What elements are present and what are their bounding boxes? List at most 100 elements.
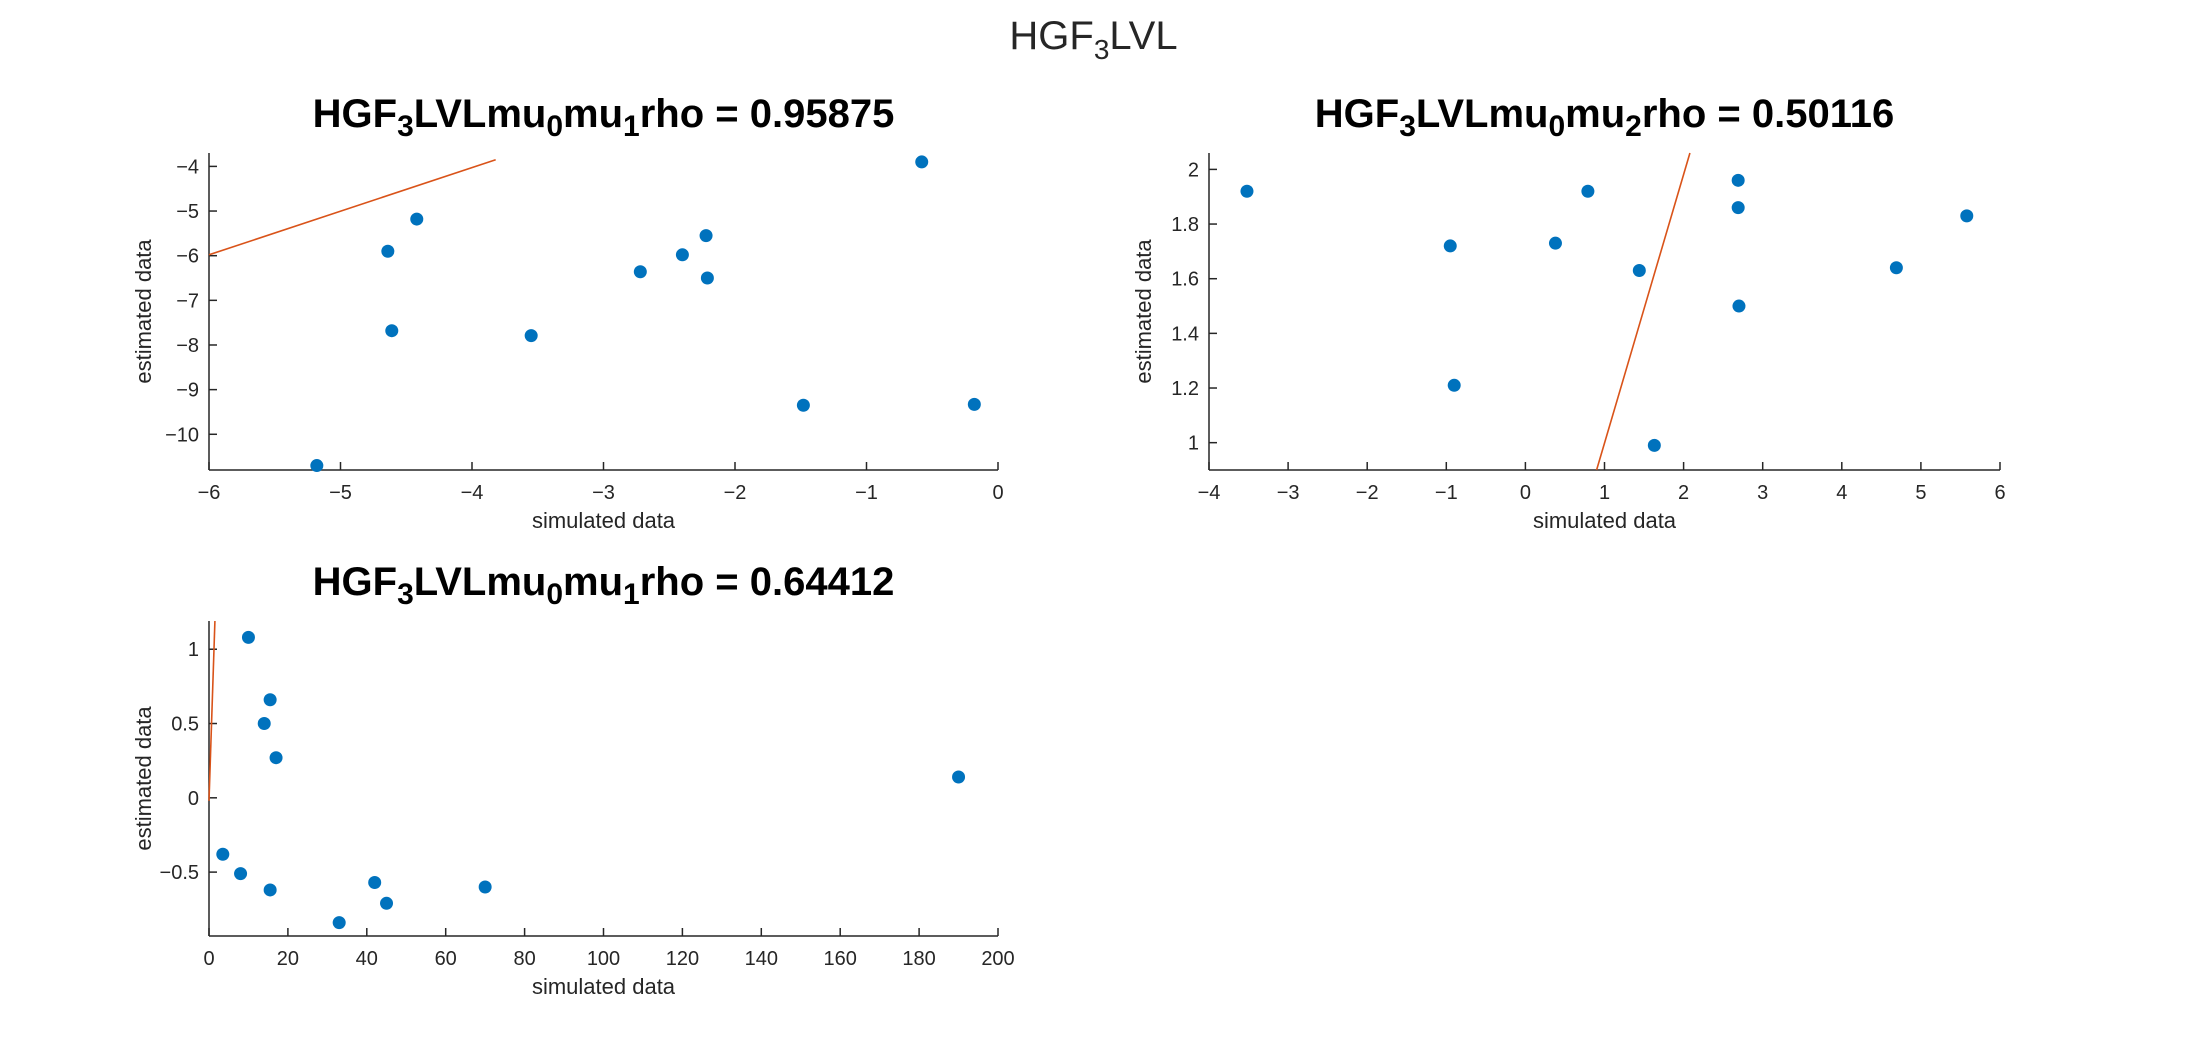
data-point [241,630,255,644]
fit-line [208,620,216,801]
y-tick-label: −5 [176,201,199,223]
data-point [310,459,324,473]
data-point [1960,209,1974,223]
x-tick-label: 0 [203,948,214,970]
data-point [368,876,382,890]
y-tick-label: −4 [176,156,199,178]
data-point [385,324,399,338]
x-tick-label: 180 [902,948,935,970]
data-point [216,847,230,861]
x-tick-label: 80 [513,948,535,970]
x-tick-label: 5 [1915,482,1926,504]
data-point [796,398,810,412]
x-tick-label: −4 [1198,482,1221,504]
data-point [263,693,277,707]
y-tick-label: −7 [176,290,199,312]
data-point [478,880,492,894]
x-tick-label: 0 [992,482,1003,504]
data-point [410,212,424,226]
subplot-title: HGF3LVLmu0mu1rho = 0.64412 [313,560,895,611]
data-point [1732,299,1746,313]
data-point [700,271,714,285]
data-point [257,717,271,731]
x-tick-label: −3 [592,482,615,504]
data-point [524,329,538,343]
data-point [1731,201,1745,215]
x-tick-label: 6 [1994,482,2005,504]
x-axis-label: simulated data [532,974,676,999]
y-axis-label: estimated data [1131,239,1156,384]
y-tick-label: 2 [1188,159,1199,181]
data-point [1240,184,1254,198]
data-point [1889,261,1903,275]
data-point [952,770,966,784]
data-point [263,883,277,897]
data-point [915,155,929,169]
x-tick-label: 60 [435,948,457,970]
x-tick-label: −2 [1356,482,1379,504]
x-axis-label: simulated data [1533,508,1677,533]
y-tick-label: 1 [188,639,199,661]
x-tick-label: 20 [277,948,299,970]
x-axis-label: simulated data [532,508,676,533]
x-tick-label: −3 [1277,482,1300,504]
y-tick-label: −0.5 [160,862,199,884]
y-tick-label: 1.2 [1171,378,1199,400]
data-point [381,244,395,258]
data-point [380,896,394,910]
y-tick-label: 1 [1188,433,1199,455]
y-tick-label: −10 [165,424,199,446]
data-point [1548,236,1562,250]
x-tick-label: −1 [855,482,878,504]
x-tick-label: −5 [329,482,352,504]
data-point [332,916,346,930]
data-point [1647,438,1661,452]
data-point [967,397,981,411]
x-tick-label: −4 [461,482,484,504]
x-tick-label: −6 [198,482,221,504]
data-point [1731,173,1745,187]
figure-title: HGF3LVL [1009,14,1178,65]
data-point [1581,184,1595,198]
x-tick-label: 100 [587,948,620,970]
x-tick-label: 4 [1836,482,1847,504]
fit-line [1595,152,1691,471]
x-tick-label: 40 [356,948,378,970]
fit-line [208,158,496,256]
x-tick-label: 1 [1599,482,1610,504]
y-tick-label: 1.8 [1171,214,1199,236]
x-tick-label: 2 [1678,482,1689,504]
x-tick-label: 140 [745,948,778,970]
y-tick-label: 0 [188,788,199,810]
subplot-2: HGF3LVLmu0mu2rho = 0.50116 −4 −3 −2 −1 0 1 2 3 4 5… [1131,92,2006,533]
x-tick-label: −2 [724,482,747,504]
y-tick-label: −9 [176,380,199,402]
data-point [1447,378,1461,392]
x-tick-label: −1 [1435,482,1458,504]
subplot-1: HGF3LVLmu0mu1rho = 0.95875−6 −5 −4 −3 −2 −1 0−… [131,92,1004,533]
x-tick-label: 200 [981,948,1014,970]
x-tick-label: 0 [1520,482,1531,504]
subplot-title: HGF3LVLmu0mu1rho = 0.95875 [313,92,895,143]
data-point [1632,264,1646,278]
y-tick-label: −8 [176,335,199,357]
y-axis-label: estimated data [131,239,156,384]
data-point [1443,239,1457,253]
y-tick-label: 1.4 [1171,323,1199,345]
y-tick-label: 0.5 [171,714,199,736]
x-tick-label: 3 [1757,482,1768,504]
data-point [675,248,689,262]
x-tick-label: 160 [824,948,857,970]
data-point [269,751,283,765]
data-point [633,265,647,279]
data-point [234,867,248,881]
y-axis-label: estimated data [131,706,156,851]
x-tick-label: 120 [666,948,699,970]
data-point [699,229,713,243]
y-tick-label: −6 [176,246,199,268]
subplot-title: HGF3LVLmu0mu2rho = 0.50116 [1315,92,1894,143]
y-tick-label: 1.6 [1171,269,1199,291]
